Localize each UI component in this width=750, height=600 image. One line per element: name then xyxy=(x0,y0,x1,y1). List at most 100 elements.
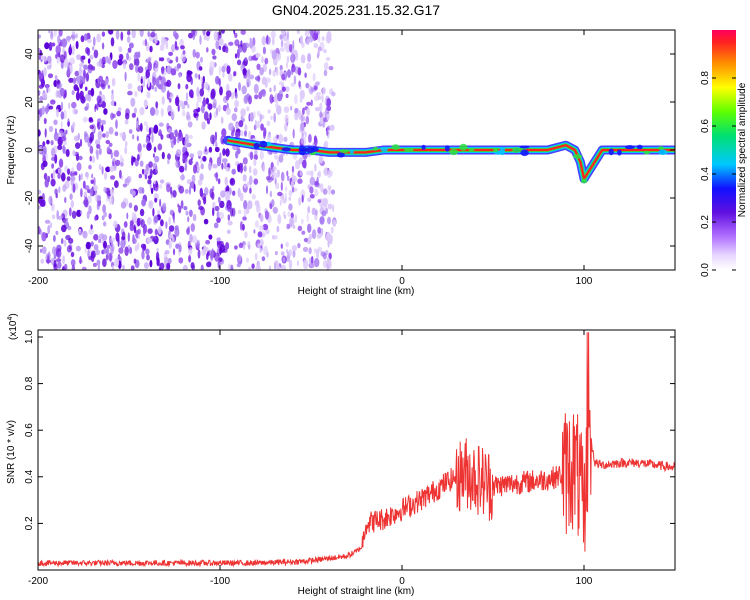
snr-y-tick-label: 1.0 xyxy=(24,330,35,344)
noise-speck xyxy=(140,78,143,84)
noise-speck xyxy=(243,208,247,218)
y-tick-label: -20 xyxy=(24,190,35,205)
noise-speck xyxy=(158,122,164,127)
noise-speck xyxy=(244,42,250,49)
noise-speck xyxy=(218,104,221,112)
noise-speck xyxy=(249,37,252,43)
noise-speck xyxy=(199,173,204,181)
noise-speck xyxy=(261,56,264,64)
noise-speck xyxy=(137,72,140,82)
noise-speck xyxy=(259,248,263,253)
noise-speck xyxy=(171,236,175,243)
noise-speck xyxy=(44,219,51,224)
noise-speck xyxy=(309,30,314,36)
noise-speck xyxy=(288,196,292,201)
noise-speck xyxy=(234,32,238,38)
noise-speck xyxy=(243,72,247,79)
noise-speck xyxy=(330,189,336,195)
noise-speck xyxy=(244,130,247,137)
noise-speck xyxy=(240,30,246,35)
noise-speck xyxy=(84,106,89,111)
noise-speck xyxy=(141,168,145,175)
noise-speck xyxy=(71,265,76,270)
noise-speck xyxy=(294,214,298,224)
noise-speck xyxy=(188,89,194,98)
noise-speck xyxy=(314,188,319,197)
noise-speck xyxy=(268,167,271,178)
noise-speck xyxy=(268,68,272,76)
noise-speck xyxy=(279,89,283,95)
ridge-blob xyxy=(253,142,260,150)
noise-speck xyxy=(290,180,295,189)
noise-speck xyxy=(218,38,224,46)
noise-speck xyxy=(317,46,322,52)
colorbar: 0.0 0.2 0.4 0.6 0.8 Normalized spectral ampl… xyxy=(700,30,748,277)
noise-speck xyxy=(266,120,271,127)
noise-speck xyxy=(186,114,191,121)
noise-speck xyxy=(327,185,332,190)
noise-speck xyxy=(166,184,171,193)
noise-speck xyxy=(151,85,155,90)
noise-speck xyxy=(277,191,283,197)
noise-speck xyxy=(254,119,257,130)
noise-speck xyxy=(197,249,201,259)
noise-speck xyxy=(253,229,256,234)
noise-speck xyxy=(215,40,220,50)
noise-speck xyxy=(294,160,301,170)
noise-speck xyxy=(258,260,261,267)
noise-speck xyxy=(169,186,173,195)
noise-speck xyxy=(55,193,58,199)
noise-speck xyxy=(191,30,196,36)
noise-speck xyxy=(88,228,94,235)
ridge-halo xyxy=(222,135,675,184)
noise-speck xyxy=(154,108,159,116)
noise-speck xyxy=(138,173,142,179)
noise-speck xyxy=(328,65,334,71)
noise-speck xyxy=(153,215,159,224)
noise-speck xyxy=(145,136,150,144)
noise-speck xyxy=(38,54,41,61)
noise-speck xyxy=(319,216,325,225)
noise-speck xyxy=(42,160,48,168)
noise-speck xyxy=(313,85,318,91)
noise-speck xyxy=(283,214,287,219)
noise-speck xyxy=(239,192,244,202)
noise-speck xyxy=(206,47,209,53)
noise-speck xyxy=(81,75,86,85)
noise-speck xyxy=(105,131,109,139)
noise-speck xyxy=(76,209,82,217)
noise-speck xyxy=(147,56,152,62)
noise-speck xyxy=(130,265,135,270)
noise-speck xyxy=(248,74,255,80)
noise-speck xyxy=(147,237,153,244)
noise-speck xyxy=(178,185,185,194)
noise-speck xyxy=(225,167,231,172)
noise-speck xyxy=(159,83,164,90)
noise-speck xyxy=(227,220,233,226)
noise-speck xyxy=(203,111,209,121)
noise-speck xyxy=(243,95,249,104)
noise-speck xyxy=(182,109,186,117)
noise-speck xyxy=(251,263,255,270)
noise-speck xyxy=(182,264,188,270)
noise-speck xyxy=(302,107,305,115)
noise-speck xyxy=(131,190,136,196)
noise-speck xyxy=(274,262,277,270)
noise-speck xyxy=(69,57,75,65)
snr-xlabel: Height of straight line (km) xyxy=(298,586,415,597)
noise-speck xyxy=(256,110,261,117)
noise-speck xyxy=(89,145,94,154)
noise-speck xyxy=(106,244,111,249)
noise-speck xyxy=(248,165,252,174)
noise-speck xyxy=(203,34,207,41)
noise-speck xyxy=(305,82,310,89)
noise-speck xyxy=(276,159,280,166)
noise-speck xyxy=(154,228,158,236)
noise-speck xyxy=(60,111,65,120)
noise-speck xyxy=(272,174,278,179)
noise-speck xyxy=(152,76,157,86)
noise-speck xyxy=(228,122,234,131)
noise-speck xyxy=(269,190,273,198)
noise-speck xyxy=(43,56,47,63)
spectrogram-ylabel: Frequency (Hz) xyxy=(6,116,17,185)
